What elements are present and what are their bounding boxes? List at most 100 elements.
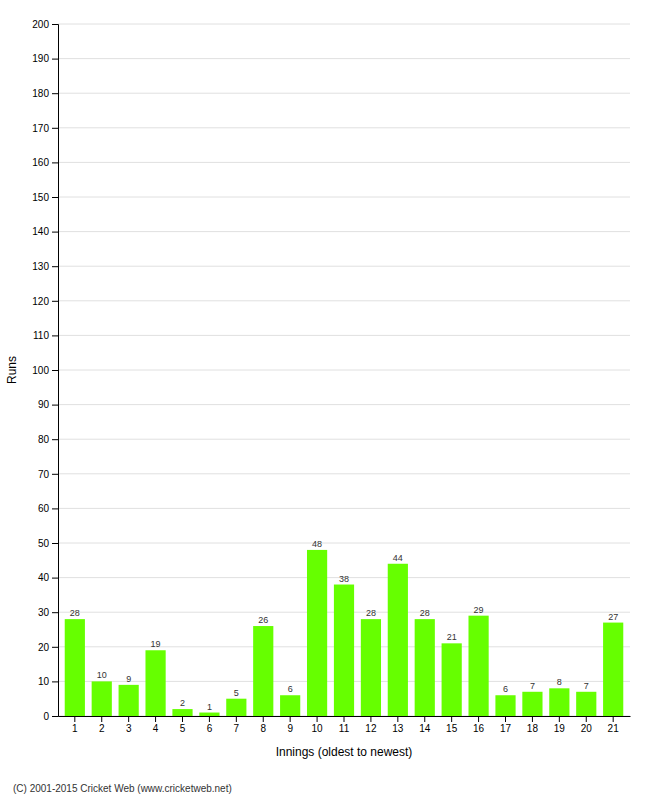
tick: 130 (32, 261, 58, 272)
bar (442, 643, 462, 716)
tick-label: 120 (32, 296, 49, 307)
grid-line (58, 543, 630, 544)
tick: 5 (180, 716, 186, 734)
tick: 10 (312, 716, 324, 734)
tick: 13 (392, 716, 404, 734)
tick-mark (290, 716, 291, 722)
bar (280, 695, 300, 716)
tick: 6 (207, 716, 213, 734)
tick-mark (505, 716, 506, 722)
tick-label: 1 (72, 723, 78, 734)
tick-label: 130 (32, 261, 49, 272)
tick: 40 (38, 572, 58, 583)
tick: 150 (32, 192, 58, 203)
grid-line (58, 127, 630, 128)
tick-mark (478, 716, 479, 722)
grid-line (58, 266, 630, 267)
tick-mark (613, 716, 614, 722)
tick: 200 (32, 19, 58, 30)
data-label: 28 (70, 608, 80, 618)
tick-label: 15 (446, 723, 458, 734)
tick-label: 160 (32, 157, 49, 168)
tick-label: 70 (38, 469, 50, 480)
tick-mark (52, 197, 58, 198)
tick: 12 (365, 716, 377, 734)
tick-mark (451, 716, 452, 722)
tick-mark (52, 335, 58, 336)
tick-label: 14 (419, 723, 431, 734)
tick: 7 (234, 716, 240, 734)
data-label: 28 (366, 608, 376, 618)
grid-line (58, 162, 630, 163)
chart-svg: 2810919215266483828442821296787271234567… (0, 0, 650, 800)
tick-label: 2 (99, 723, 105, 734)
tick-label: 60 (38, 503, 50, 514)
tick-mark (263, 716, 264, 722)
tick: 70 (38, 469, 58, 480)
tick-mark (52, 266, 58, 267)
data-label: 2 (180, 698, 185, 708)
data-label: 7 (530, 681, 535, 691)
data-label: 6 (288, 684, 293, 694)
tick-mark (236, 716, 237, 722)
tick-label: 80 (38, 434, 50, 445)
tick-label: 200 (32, 19, 49, 30)
footer: (C) 2001-2015 Cricket Web (www.cricketwe… (13, 783, 232, 794)
tick-mark (52, 508, 58, 509)
tick-mark (559, 716, 560, 722)
tick-label: 5 (180, 723, 186, 734)
tick-mark (182, 716, 183, 722)
tick-label: 10 (312, 723, 324, 734)
data-label: 19 (151, 639, 161, 649)
tick-label: 100 (32, 365, 49, 376)
x-axis: 123456789101112131415161718192021 (59, 716, 631, 734)
data-label: 48 (312, 539, 322, 549)
tick-mark (532, 716, 533, 722)
tick-label: 11 (339, 723, 350, 734)
tick-mark (74, 716, 75, 722)
tick-mark (52, 370, 58, 371)
tick-label: 13 (392, 723, 404, 734)
bar (172, 709, 192, 716)
tick: 8 (260, 716, 266, 734)
tick: 17 (500, 716, 512, 734)
tick: 110 (33, 330, 58, 341)
tick: 90 (38, 399, 58, 410)
data-label: 44 (393, 553, 403, 563)
tick-label: 110 (33, 330, 49, 341)
tick: 50 (38, 538, 58, 549)
tick: 21 (608, 716, 620, 734)
bar (576, 692, 596, 716)
tick-mark (52, 301, 58, 302)
tick-mark (52, 681, 58, 682)
tick-label: 12 (365, 723, 377, 734)
tick: 18 (527, 716, 539, 734)
tick: 80 (38, 434, 58, 445)
bar (388, 564, 408, 716)
tick: 140 (32, 226, 58, 237)
bar (119, 685, 139, 716)
data-label: 10 (97, 670, 107, 680)
bar (361, 619, 381, 716)
bar (603, 623, 623, 716)
grid-line (58, 300, 630, 301)
tick: 4 (153, 716, 159, 734)
tick-label: 90 (38, 399, 50, 410)
grid-line (58, 370, 630, 371)
tick-mark (586, 716, 587, 722)
grid (58, 24, 630, 716)
tick-label: 4 (153, 723, 159, 734)
tick-mark (52, 405, 58, 406)
tick: 9 (287, 716, 293, 734)
tick-label: 18 (527, 723, 539, 734)
tick: 190 (32, 53, 58, 64)
bar (199, 713, 219, 716)
tick-label: 190 (32, 53, 49, 64)
grid-line (58, 508, 630, 509)
tick-label: 10 (38, 676, 50, 687)
tick-label: 40 (38, 572, 50, 583)
data-label: 28 (420, 608, 430, 618)
tick-mark (424, 716, 425, 722)
tick: 180 (32, 88, 58, 99)
tick: 2 (99, 716, 105, 734)
